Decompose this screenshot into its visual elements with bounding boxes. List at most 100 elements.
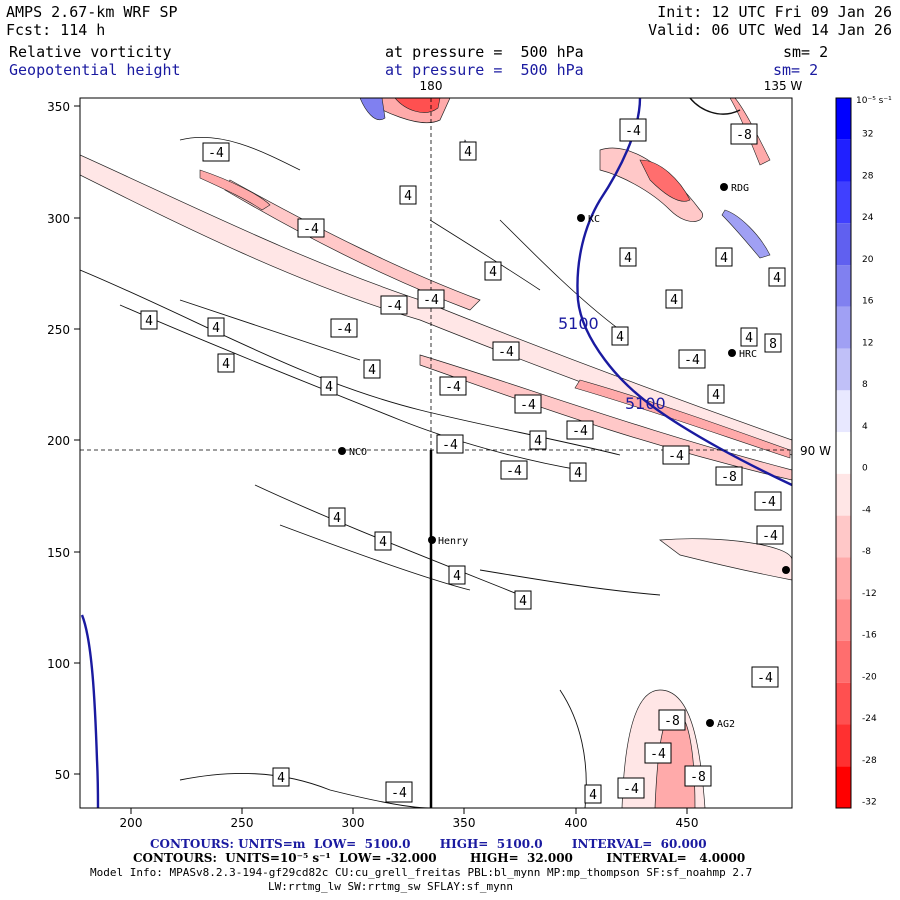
contour-label-box: 4 [740,327,758,347]
colorbar-swatch [836,766,851,808]
vorticity-contour [429,219,541,291]
contour-label-box: -8 [715,466,743,486]
contour-label-box: 4 [665,289,683,309]
contour-label: -4 [498,345,514,360]
forecast-hour: Fcst: 114 h [6,21,106,39]
contour-label: 4 [212,321,220,336]
contour-label: -4 [684,353,700,368]
contour-label: 4 [222,357,230,372]
height-contour-info: CONTOURS: UNITS=m LOW= 5100.0 HIGH= 5100… [150,837,707,851]
contour-label-box: 4 [448,565,466,585]
contour-label: 4 [773,271,781,286]
station-marker [782,566,790,574]
colorbar-swatch [836,557,851,600]
contour-label-box: -4 [678,349,706,369]
contour-label-box: 4 [514,590,532,610]
colorbar-tick-label: -24 [862,714,877,724]
contour-label: -4 [520,398,536,413]
vorticity-contour [479,569,661,596]
contour-label-box: 4 [399,185,417,205]
field2-level: at pressure = 500 hPa [385,61,584,79]
vorticity-contour [179,773,431,808]
colorbar-tick-label: 4 [862,422,868,432]
y-tick-label: 50 [55,768,70,782]
x-tick-label: 400 [565,816,588,830]
contour-label-box: -4 [385,781,413,803]
vorticity-band [599,147,703,222]
colorbar-swatch [836,223,851,266]
colorbar-tick-label: 32 [862,130,873,140]
colorbar: 10⁻⁵ s⁻¹ 32 28 24 20 16 12 8 4 0 -4 -8 -12 -16 -20 -24… [835,96,892,809]
colorbar-swatch [836,265,851,307]
model-info: Model Info: MPASv8.2.3-194-gf29cd82c CU:… [90,866,753,879]
contour-label-box: 4 [768,267,786,287]
contour-label: 4 [453,569,461,584]
contour-label: -4 [762,529,778,544]
vorticity-band [199,169,271,211]
contour-label: 4 [574,466,582,481]
contour-label-box: 4 [611,326,629,346]
colorbar-tick-label: -32 [862,798,877,808]
contour-labels: -4 -4 4 4 4 -4 -4 4 4 -4 4 4 4 -4 4 -4 -… [140,118,786,804]
contour-label-box: -4 [436,434,464,454]
valid-time: Valid: 06 UTC Wed 14 Jan 26 [648,21,892,39]
colorbar-tick-label: 24 [862,213,874,223]
colorbar-swatch [836,390,851,433]
contour-label-box: -4 [202,142,230,162]
contour-label: -4 [391,786,407,801]
colorbar-swatch [836,515,851,558]
contour-label-box: -8 [684,765,712,787]
contour-label: 4 [519,594,527,609]
x-tick-label: 300 [342,816,365,830]
contour-label-box: -4 [514,394,542,414]
longitude-label-135w: 135 W [764,79,803,93]
vorticity-positive [721,209,771,259]
station-label: AG2 [717,719,735,730]
station-marker [577,214,585,222]
contour-label: -8 [664,714,680,729]
contour-label: -4 [572,424,588,439]
vorticity-band [394,98,441,113]
colorbar-tick-label: -8 [862,547,871,557]
colorbar-swatch [836,98,851,140]
model-info-2: LW:rrtmg_lw SW:rrtmg_sw SFLAY:sf_mynn [268,880,514,893]
vorticity-band [639,159,691,202]
contour-label-box: -4 [644,742,672,764]
contour-label: -4 [423,293,439,308]
contour-label: -8 [690,770,706,785]
field1-name: Relative vorticity [9,43,172,61]
contour-label-box: -4 [662,445,690,465]
contour-label: -4 [668,449,684,464]
x-tick-label: 250 [231,816,254,830]
contour-label-box: 4 [328,507,346,527]
station-marker [706,719,714,727]
contour-label: 4 [404,189,412,204]
colorbar-swatch [836,682,851,725]
station-label: Henry [438,536,468,547]
vorticity-contour [559,689,587,808]
contour-label: 4 [325,380,333,395]
contour-label: -4 [623,782,639,797]
contour-label: -4 [625,124,641,139]
station-label: RDG [731,183,749,194]
contour-label: 4 [464,145,472,160]
contour-label-box: 4 [207,317,225,337]
contour-label-box: 4 [272,767,290,787]
contour-label: 4 [745,331,753,346]
contour-label: -4 [650,747,666,762]
contour-label-box: 4 [484,261,502,281]
contour-label-box: -4 [417,289,445,309]
contour-label: 4 [616,330,624,345]
contour-label-box: -4 [380,295,408,315]
y-tick-label: 350 [47,100,70,114]
vorticity-contour [119,304,581,471]
contour-label-box: 4 [619,247,637,267]
y-tick-label: 150 [47,546,70,560]
contour-label: -4 [757,671,773,686]
station-label: NCO [349,447,367,458]
colorbar-swatch [836,640,851,683]
contour-label-box: 8 [764,333,782,353]
contour-label-box: -8 [730,123,758,145]
contour-label: -4 [442,438,458,453]
